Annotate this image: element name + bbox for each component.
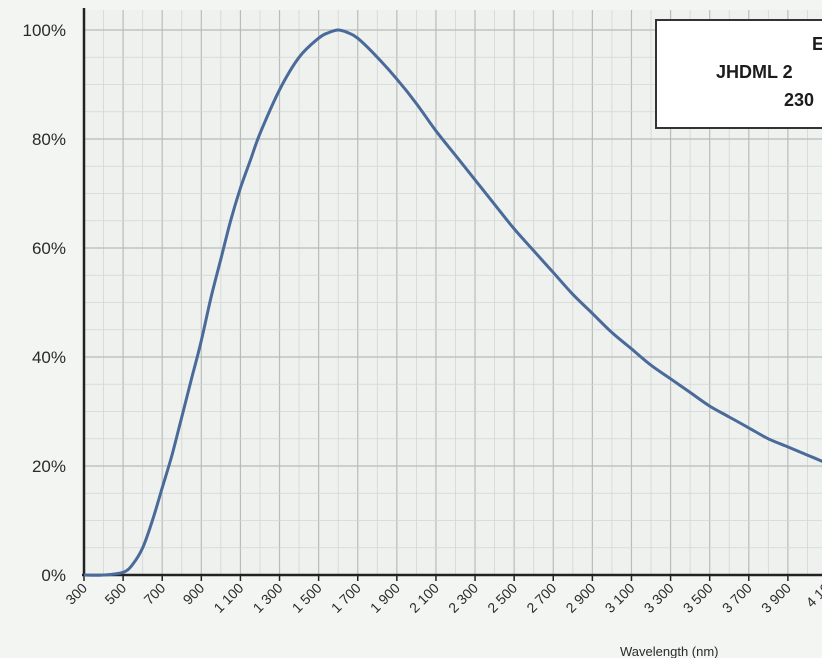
x-tick-label: 2 100 xyxy=(406,580,442,616)
x-tick-label: 1 300 xyxy=(250,580,286,616)
legend-line-1: E xyxy=(812,34,822,54)
x-tick-labels: 300 500 700 900 1 100 1 300 1 500 1 700 1 900 2 1… xyxy=(62,575,822,616)
x-tick-label: 1 700 xyxy=(328,580,364,616)
x-tick-label: 3 100 xyxy=(601,580,637,616)
x-tick-label: 2 900 xyxy=(562,580,598,616)
x-tick-label: 3 900 xyxy=(758,580,794,616)
x-tick-label: 3 300 xyxy=(641,580,677,616)
x-tick-label: 2 300 xyxy=(445,580,481,616)
x-tick-label: 3 500 xyxy=(680,580,716,616)
x-tick-label: 1 500 xyxy=(289,580,325,616)
series-layer xyxy=(83,28,822,577)
y-tick-label: 100% xyxy=(23,21,66,40)
legend-line-2: JHDML 2 xyxy=(716,62,793,82)
legend-box xyxy=(655,19,822,129)
x-tick-label: 1 900 xyxy=(367,580,403,616)
x-tick-label: 2 500 xyxy=(484,580,520,616)
legend-line-3: 230 xyxy=(784,90,814,110)
x-tick-label: 3 700 xyxy=(719,580,755,616)
y-tick-label: 40% xyxy=(32,348,66,367)
y-tick-label: 80% xyxy=(32,130,66,149)
x-tick-label: 500 xyxy=(101,580,129,608)
x-tick-label: 2 700 xyxy=(523,580,559,616)
y-tick-labels: 0% 20% 40% 60% 80% 100% xyxy=(23,21,66,585)
y-tick-label: 0% xyxy=(41,566,66,585)
y-tick-label: 20% xyxy=(32,457,66,476)
x-tick-label: 700 xyxy=(141,580,169,608)
y-tick-label: 60% xyxy=(32,239,66,258)
x-tick-label: 900 xyxy=(180,580,208,608)
x-tick-label: 1 100 xyxy=(210,580,246,616)
series-line xyxy=(83,28,822,577)
legend: E JHDML 2 230 xyxy=(655,19,822,129)
x-axis-label: Wavelength (nm) xyxy=(620,644,719,658)
x-tick-label: 300 xyxy=(62,580,90,608)
gridlines xyxy=(83,10,822,576)
x-tick-label: 4 10 xyxy=(803,580,822,611)
axes xyxy=(82,8,822,577)
